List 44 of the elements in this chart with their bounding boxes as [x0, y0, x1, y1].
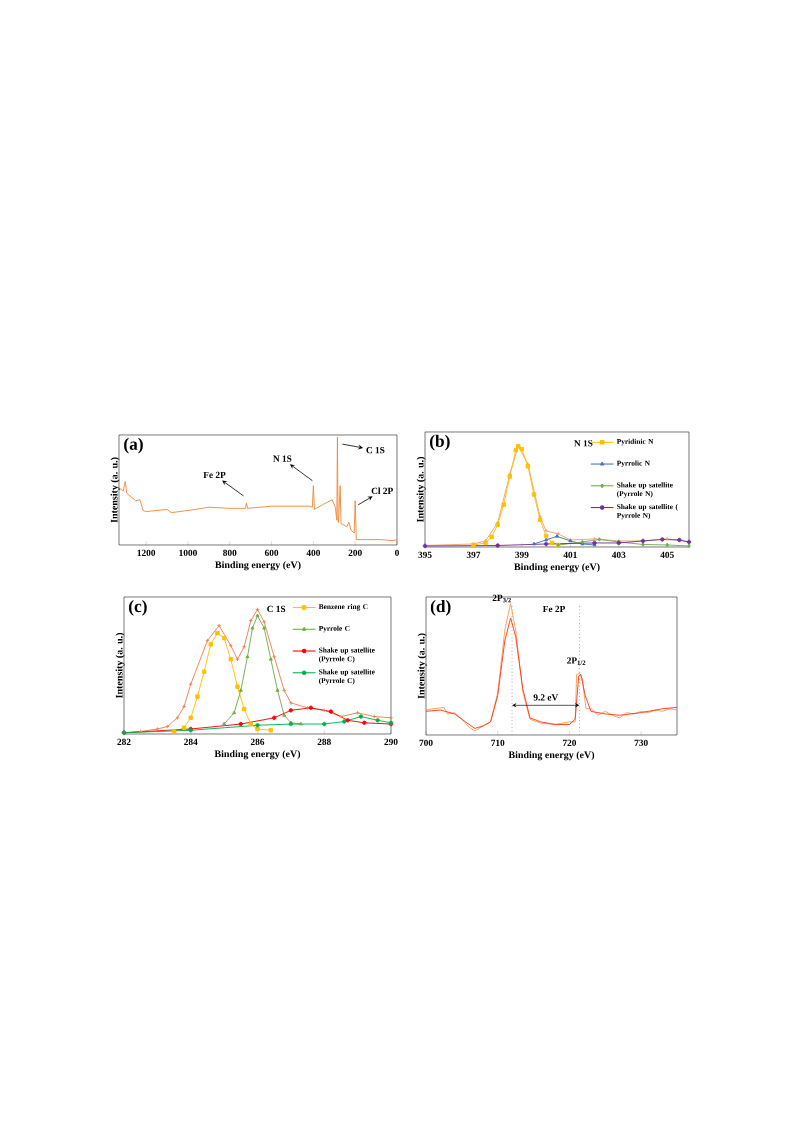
annotation: 2P$_{1/2}$: [567, 657, 586, 666]
x-tick-label: 700: [419, 739, 433, 746]
annotation: N 1S: [574, 440, 593, 447]
x-tick-label: 401: [563, 551, 577, 558]
x-tick-label: 290: [384, 738, 398, 745]
annotation: Fe 2P: [542, 605, 566, 613]
x-tick-label: 395: [418, 551, 432, 558]
x-tick-label: 397: [466, 551, 481, 558]
annotation: C 1S: [366, 447, 385, 454]
x-tick-label: 720: [562, 739, 577, 746]
x-tick-label: 600: [264, 549, 279, 556]
x-tick-label: 399: [515, 551, 529, 558]
y-axis-title: Intensity (a. u.): [416, 457, 426, 523]
x-tick-label: 288: [317, 738, 331, 745]
x-tick-label: 730: [634, 739, 648, 746]
x-axis-title: Binding energy (eV): [214, 750, 301, 760]
chart-title: (d): [430, 599, 451, 616]
annotation: 2P$_{3/2}$: [492, 594, 511, 603]
x-tick-label: 400: [306, 549, 321, 556]
x-tick-label: 0: [395, 549, 399, 556]
x-axis-title: Binding energy (eV): [215, 561, 301, 571]
x-tick-label: 200: [348, 549, 362, 556]
annotation: N 1S: [273, 455, 292, 462]
x-axis-title: Binding energy (eV): [514, 563, 600, 573]
x-tick-label: 710: [491, 739, 505, 746]
x-tick-label: 403: [611, 551, 626, 558]
annotation: Cl 2P: [371, 487, 393, 495]
x-tick-label: 1200: [137, 549, 156, 556]
annotation: 9.2 eV: [533, 694, 559, 701]
y-axis-title: Intensity (a. u.): [110, 457, 120, 523]
x-tick-label: 800: [223, 549, 237, 556]
x-axis-title: Binding energy (eV): [508, 751, 595, 761]
x-tick-label: 284: [184, 738, 198, 745]
x-tick-label: 282: [117, 738, 131, 745]
annotation: C 1S: [267, 605, 286, 613]
y-axis-title: Intensity (a. u.): [115, 633, 125, 699]
x-tick-label: 1000: [179, 549, 197, 556]
x-tick-label: 405: [660, 551, 674, 558]
chart-title: (c): [129, 599, 147, 616]
chart-title: (a): [124, 437, 143, 454]
y-axis-title: Intensity (a. u.): [417, 633, 427, 699]
chart-title: (b): [430, 434, 450, 451]
annotation: Fe 2P: [203, 471, 226, 479]
x-tick-label: 286: [250, 738, 265, 745]
